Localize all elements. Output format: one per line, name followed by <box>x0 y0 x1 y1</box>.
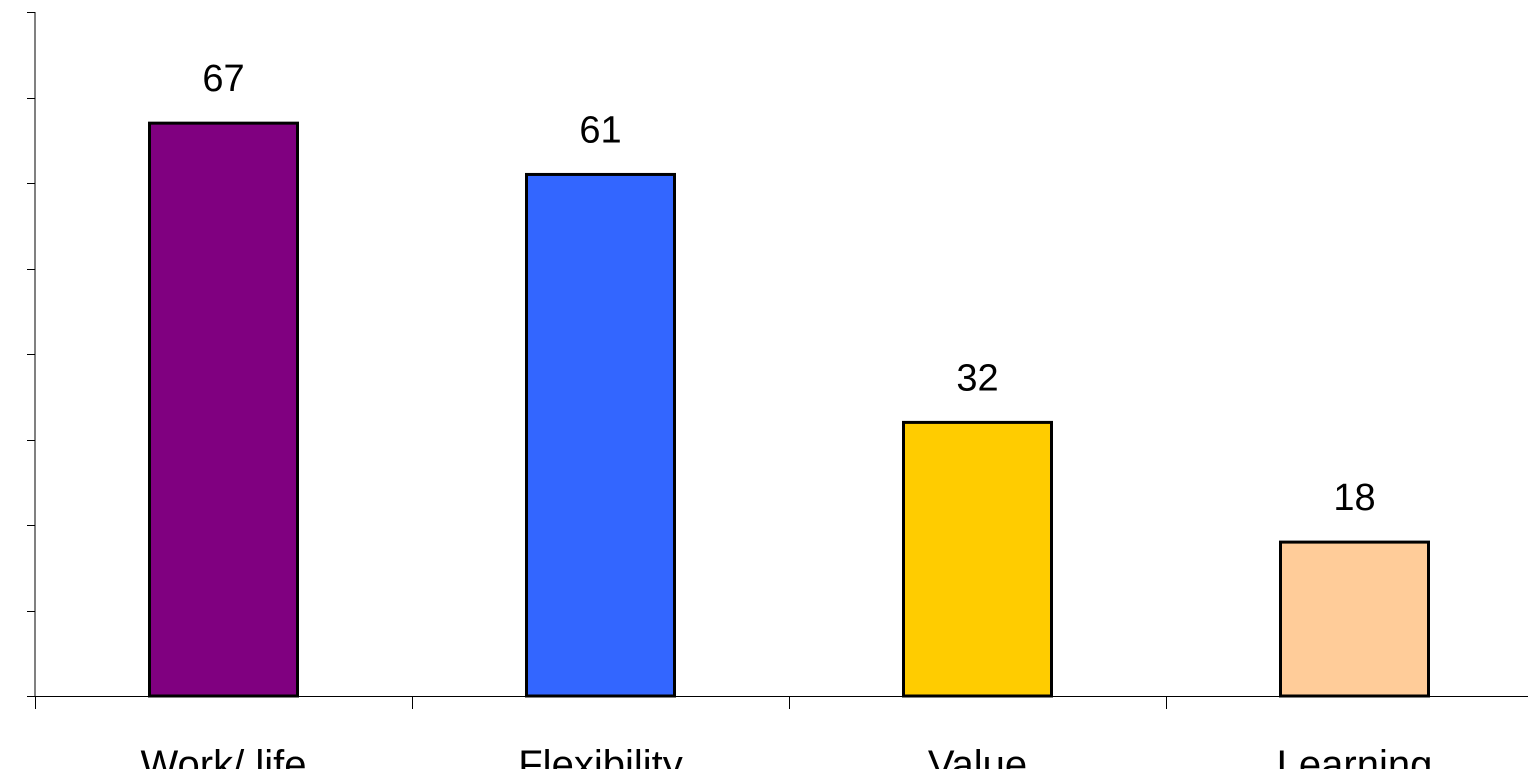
bar-flexibility <box>525 172 676 698</box>
data-label: 18 <box>1333 477 1375 519</box>
chart-bars <box>148 121 1430 698</box>
chart-category-labels: Work/ life Flexibility Value Learning <box>141 743 1433 769</box>
chart-data-labels: 67 61 32 18 <box>202 58 1375 519</box>
data-label: 32 <box>956 357 998 399</box>
category-label: Value <box>928 743 1027 769</box>
category-label: Learning <box>1277 743 1433 769</box>
bar-learning <box>1279 540 1430 698</box>
data-label: 67 <box>202 58 244 100</box>
data-label: 61 <box>579 109 621 151</box>
category-label: Work/ life <box>141 743 307 769</box>
bar-value <box>902 420 1053 698</box>
bar-work-life <box>148 121 299 698</box>
category-label: Flexibility <box>518 743 682 769</box>
